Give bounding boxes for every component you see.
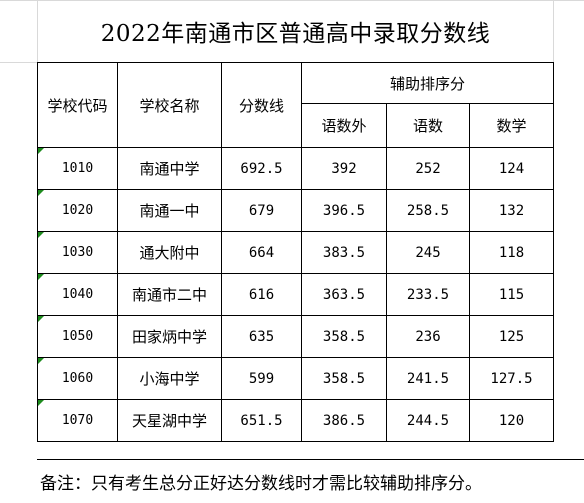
- header-aux-chinese-math[interactable]: 语数: [386, 103, 470, 148]
- gridline: [37, 0, 38, 62]
- header-row: 学校代码 学校名称 分数线 辅助排序分: [37, 62, 554, 148]
- aux-math-cell[interactable]: 115: [469, 273, 554, 316]
- aux-math-cell[interactable]: 120: [469, 399, 554, 442]
- header-aux-chinese-math-english[interactable]: 语数外: [301, 103, 387, 148]
- score-cell[interactable]: 651.5: [221, 399, 302, 442]
- school-name-cell[interactable]: 南通市二中: [117, 273, 222, 316]
- aux-chinese-math-cell[interactable]: 252: [386, 147, 470, 190]
- header-school-code[interactable]: 学校代码: [37, 62, 118, 148]
- school-name-cell[interactable]: 南通中学: [117, 147, 222, 190]
- header-school-name[interactable]: 学校名称: [117, 62, 222, 148]
- aux-chinese-math-cell[interactable]: 258.5: [386, 189, 470, 232]
- aux-math-cell[interactable]: 118: [469, 231, 554, 274]
- aux-chinese-math-english-cell[interactable]: 358.5: [301, 315, 387, 358]
- score-cell[interactable]: 635: [221, 315, 302, 358]
- school-name-cell[interactable]: 天星湖中学: [117, 399, 222, 442]
- aux-math-cell[interactable]: 124: [469, 147, 554, 190]
- header-score-line[interactable]: 分数线: [221, 62, 302, 148]
- score-cell[interactable]: 616: [221, 273, 302, 316]
- school-code: 1030: [61, 245, 94, 260]
- table-row: 1050 田家炳中学 635 358.5 236 125: [37, 315, 554, 358]
- score-cell[interactable]: 679: [221, 189, 302, 232]
- aux-math-cell[interactable]: 125: [469, 315, 554, 358]
- school-code-cell[interactable]: 1030: [37, 231, 118, 274]
- school-code-cell[interactable]: 1020: [37, 189, 118, 232]
- aux-math-cell[interactable]: 127.5: [469, 357, 554, 400]
- cell-marker-icon: [38, 316, 44, 322]
- aux-chinese-math-english-cell[interactable]: 383.5: [301, 231, 387, 274]
- school-name-cell[interactable]: 小海中学: [117, 357, 222, 400]
- table-row: 1020 南通一中 679 396.5 258.5 132: [37, 189, 554, 232]
- school-code: 1050: [61, 329, 94, 344]
- school-code-cell[interactable]: 1060: [37, 357, 118, 400]
- cell-marker-icon: [38, 232, 44, 238]
- school-code: 1020: [61, 203, 94, 218]
- aux-chinese-math-cell[interactable]: 244.5: [386, 399, 470, 442]
- header-aux-group[interactable]: 辅助排序分: [301, 62, 554, 104]
- gridline: [553, 0, 554, 62]
- aux-chinese-math-cell[interactable]: 245: [386, 231, 470, 274]
- aux-chinese-math-cell[interactable]: 241.5: [386, 357, 470, 400]
- page-title: 2022年南通市区普通高中录取分数线: [100, 21, 491, 47]
- school-code-cell[interactable]: 1050: [37, 315, 118, 358]
- score-cell[interactable]: 692.5: [221, 147, 302, 190]
- aux-chinese-math-cell[interactable]: 236: [386, 315, 470, 358]
- aux-chinese-math-english-cell[interactable]: 358.5: [301, 357, 387, 400]
- cell-marker-icon: [38, 274, 44, 280]
- aux-chinese-math-english-cell[interactable]: 363.5: [301, 273, 387, 316]
- gridline: [0, 0, 584, 1]
- score-cell[interactable]: 664: [221, 231, 302, 274]
- admission-score-table: 学校代码 学校名称 分数线 辅助排序分 语数外 语数 数学 1010 南通中学 …: [37, 62, 554, 442]
- aux-chinese-math-english-cell[interactable]: 396.5: [301, 189, 387, 232]
- aux-math-cell[interactable]: 132: [469, 189, 554, 232]
- school-code: 1060: [61, 371, 94, 386]
- table-row: 1060 小海中学 599 358.5 241.5 127.5: [37, 357, 554, 400]
- school-code: 1070: [61, 413, 94, 428]
- aux-chinese-math-cell[interactable]: 233.5: [386, 273, 470, 316]
- header-aux-math[interactable]: 数学: [469, 103, 554, 148]
- aux-chinese-math-english-cell[interactable]: 386.5: [301, 399, 387, 442]
- school-code-cell[interactable]: 1040: [37, 273, 118, 316]
- school-code: 1010: [61, 161, 94, 176]
- cell-marker-icon: [38, 190, 44, 196]
- gridline: [0, 62, 37, 63]
- table-row: 1070 天星湖中学 651.5 386.5 244.5 120: [37, 399, 554, 442]
- score-cell[interactable]: 599: [221, 357, 302, 400]
- cell-marker-icon: [38, 148, 44, 154]
- table-row: 1040 南通市二中 616 363.5 233.5 115: [37, 273, 554, 316]
- cell-marker-icon: [38, 358, 44, 364]
- table-row: 1030 通大附中 664 383.5 245 118: [37, 231, 554, 274]
- table-row: 1010 南通中学 692.5 392 252 124: [37, 147, 554, 190]
- school-code-cell[interactable]: 1070: [37, 399, 118, 442]
- school-name-cell[interactable]: 南通一中: [117, 189, 222, 232]
- footnote: 备注：只有考生总分正好达分数线时才需比较辅助排序分。: [37, 459, 584, 503]
- school-code: 1040: [61, 287, 94, 302]
- cell-marker-icon: [38, 400, 44, 406]
- aux-chinese-math-english-cell[interactable]: 392: [301, 147, 387, 190]
- school-name-cell[interactable]: 通大附中: [117, 231, 222, 274]
- school-name-cell[interactable]: 田家炳中学: [117, 315, 222, 358]
- school-code-cell[interactable]: 1010: [37, 147, 118, 190]
